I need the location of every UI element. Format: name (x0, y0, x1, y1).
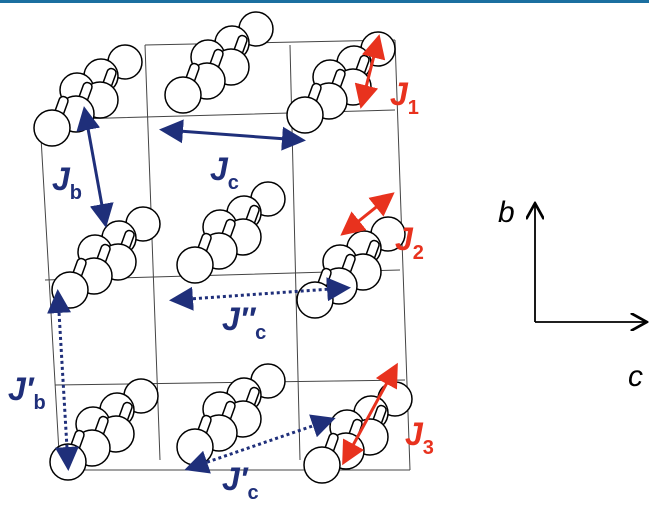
arrow (165, 130, 300, 140)
label-base: J′ (222, 461, 249, 497)
label-base: J″ (222, 301, 257, 337)
coupling-label: J″c (222, 301, 266, 344)
axis-label: b (498, 196, 515, 229)
molecules (34, 12, 412, 483)
label-sub: b (70, 182, 82, 204)
arrow (58, 295, 68, 465)
atom (165, 77, 201, 113)
coupling-label: J2 (395, 221, 424, 264)
atom (177, 247, 213, 283)
label-base: J (395, 221, 414, 257)
atom (34, 110, 70, 146)
coupling-label: Jb (52, 161, 82, 204)
atom (177, 429, 213, 465)
molecule (52, 207, 160, 308)
label-base: J (405, 416, 424, 452)
molecule (287, 32, 395, 133)
atom (304, 447, 340, 483)
coupling-label: Jc (210, 151, 239, 194)
atom (297, 282, 333, 318)
top-rule (0, 0, 649, 3)
axis-label: c (628, 360, 643, 393)
coupling-label: J′b (8, 371, 46, 414)
label-sub: 2 (413, 242, 424, 264)
molecule (304, 382, 412, 483)
label-sub: c (228, 172, 239, 194)
label-base: J (390, 76, 409, 112)
label-sub: c (247, 482, 258, 504)
label-base: J′ (8, 371, 35, 407)
molecule (177, 182, 285, 283)
label-sub: 3 (423, 437, 434, 459)
molecule (297, 217, 405, 318)
axes (535, 205, 645, 322)
atom (287, 97, 323, 133)
label-sub: 1 (408, 97, 419, 119)
label-sub: c (255, 322, 266, 344)
label-base: J (52, 161, 71, 197)
atom (50, 444, 86, 480)
label-base: J (210, 151, 229, 187)
label-sub: b (33, 392, 45, 414)
coupling-label: J1 (390, 76, 419, 119)
molecule (165, 12, 273, 113)
crystal-diagram: b c J1JbJcJ2J″cJ′bJ3J′c (0, 0, 649, 512)
molecule (177, 364, 285, 465)
arrow (85, 112, 105, 222)
coupling-label: J′c (222, 461, 259, 504)
